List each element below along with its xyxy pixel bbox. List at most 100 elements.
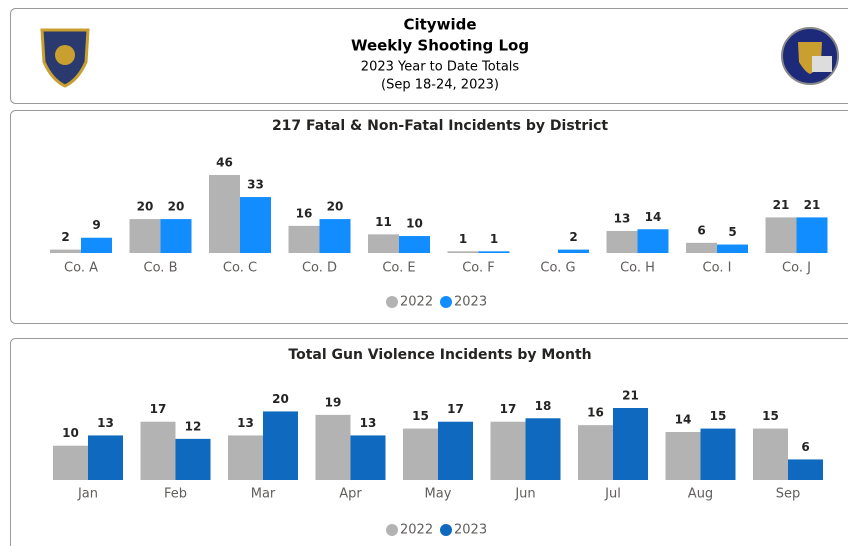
bar: [240, 197, 271, 253]
legend-label: 2023: [454, 523, 487, 538]
bar: [717, 244, 748, 253]
data-label: 20: [137, 200, 154, 214]
bar: [140, 421, 176, 480]
bar: [525, 418, 561, 480]
data-label: 21: [622, 389, 639, 403]
data-label: 5: [728, 225, 736, 239]
data-label: 1: [459, 232, 467, 246]
bar: [637, 229, 669, 253]
data-label: 46: [216, 156, 233, 170]
district-panel: [10, 110, 848, 324]
bar: [368, 234, 399, 253]
data-label: 9: [92, 218, 100, 232]
bar: [350, 435, 386, 480]
bar: [613, 408, 648, 480]
bar: [478, 251, 510, 253]
data-label: 20: [272, 392, 289, 406]
bar: [796, 217, 828, 253]
right-logo: [781, 27, 839, 85]
header-subtitle: Weekly Shooting Log: [351, 37, 529, 55]
x-tick-label: Jun: [514, 487, 535, 502]
data-label: 17: [500, 402, 517, 416]
bar: [209, 175, 240, 253]
bar: [319, 219, 351, 253]
data-label: 13: [97, 416, 114, 430]
data-label: 11: [375, 215, 392, 229]
bar: [315, 414, 351, 480]
x-tick-label: Co. H: [620, 261, 655, 276]
x-tick-label: Co. A: [64, 261, 98, 276]
data-label: 19: [325, 395, 342, 409]
bar: [175, 438, 211, 480]
data-label: 15: [412, 409, 429, 423]
data-label: 14: [645, 210, 662, 224]
data-label: 17: [150, 402, 167, 416]
data-label: 17: [447, 402, 464, 416]
legend-marker: [386, 524, 398, 536]
data-label: 10: [406, 217, 423, 231]
bar: [788, 459, 823, 480]
x-tick-label: Jul: [604, 487, 621, 502]
chart-title: Total Gun Violence Incidents by Month: [288, 347, 591, 363]
x-tick-label: Sep: [776, 487, 801, 502]
header-line: (Sep 18-24, 2023): [381, 78, 499, 93]
data-label: 10: [62, 426, 79, 440]
x-tick-label: Apr: [339, 487, 362, 502]
data-label: 15: [762, 409, 779, 423]
data-label: 13: [237, 416, 254, 430]
bar: [288, 225, 320, 253]
bar: [399, 236, 430, 253]
data-label: 33: [247, 178, 264, 192]
data-label: 2: [569, 230, 577, 244]
bar: [753, 428, 788, 480]
x-tick-label: May: [425, 487, 452, 502]
legend-label: 2023: [454, 295, 487, 310]
x-tick-label: Jan: [77, 487, 98, 502]
x-tick-label: Co. J: [782, 261, 811, 276]
bar: [700, 428, 736, 480]
x-tick-label: Co. D: [302, 261, 337, 276]
data-label: 14: [675, 413, 692, 427]
legend-label: 2022: [400, 523, 433, 538]
legend-marker: [440, 524, 452, 536]
x-tick-label: Co. E: [382, 261, 415, 276]
data-label: 21: [804, 198, 821, 212]
bar: [53, 445, 88, 480]
data-label: 2: [61, 230, 69, 244]
x-tick-label: Co. F: [462, 261, 495, 276]
bar: [50, 249, 81, 253]
x-tick-label: Co. G: [540, 261, 575, 276]
bar: [88, 435, 123, 480]
data-label: 6: [697, 223, 705, 237]
bar: [263, 411, 298, 480]
bar: [81, 237, 112, 253]
data-label: 21: [773, 198, 790, 212]
data-label: 12: [185, 419, 202, 433]
data-label: 1: [490, 232, 498, 246]
data-label: 13: [614, 211, 631, 225]
bar: [160, 219, 192, 253]
bar: [558, 249, 589, 253]
chart-title: 217 Fatal & Non-Fatal Incidents by Distr…: [272, 118, 608, 134]
legend-marker: [386, 296, 398, 308]
legend-marker: [440, 296, 452, 308]
bar: [403, 428, 438, 480]
bar: [447, 251, 479, 253]
header-panel: [10, 8, 848, 104]
bar: [228, 435, 263, 480]
bar: [438, 421, 473, 480]
data-label: 16: [296, 206, 313, 220]
data-label: 20: [168, 200, 185, 214]
header-title: Citywide: [403, 16, 476, 34]
x-tick-label: Aug: [688, 487, 713, 502]
data-label: 18: [535, 399, 552, 413]
data-label: 16: [587, 406, 604, 420]
bar: [665, 432, 701, 480]
header-line: 2023 Year to Date Totals: [361, 60, 520, 75]
x-tick-label: Co. C: [223, 261, 257, 276]
x-tick-label: Mar: [251, 487, 276, 502]
legend-label: 2022: [400, 295, 433, 310]
bar: [686, 242, 717, 253]
data-label: 13: [360, 416, 377, 430]
